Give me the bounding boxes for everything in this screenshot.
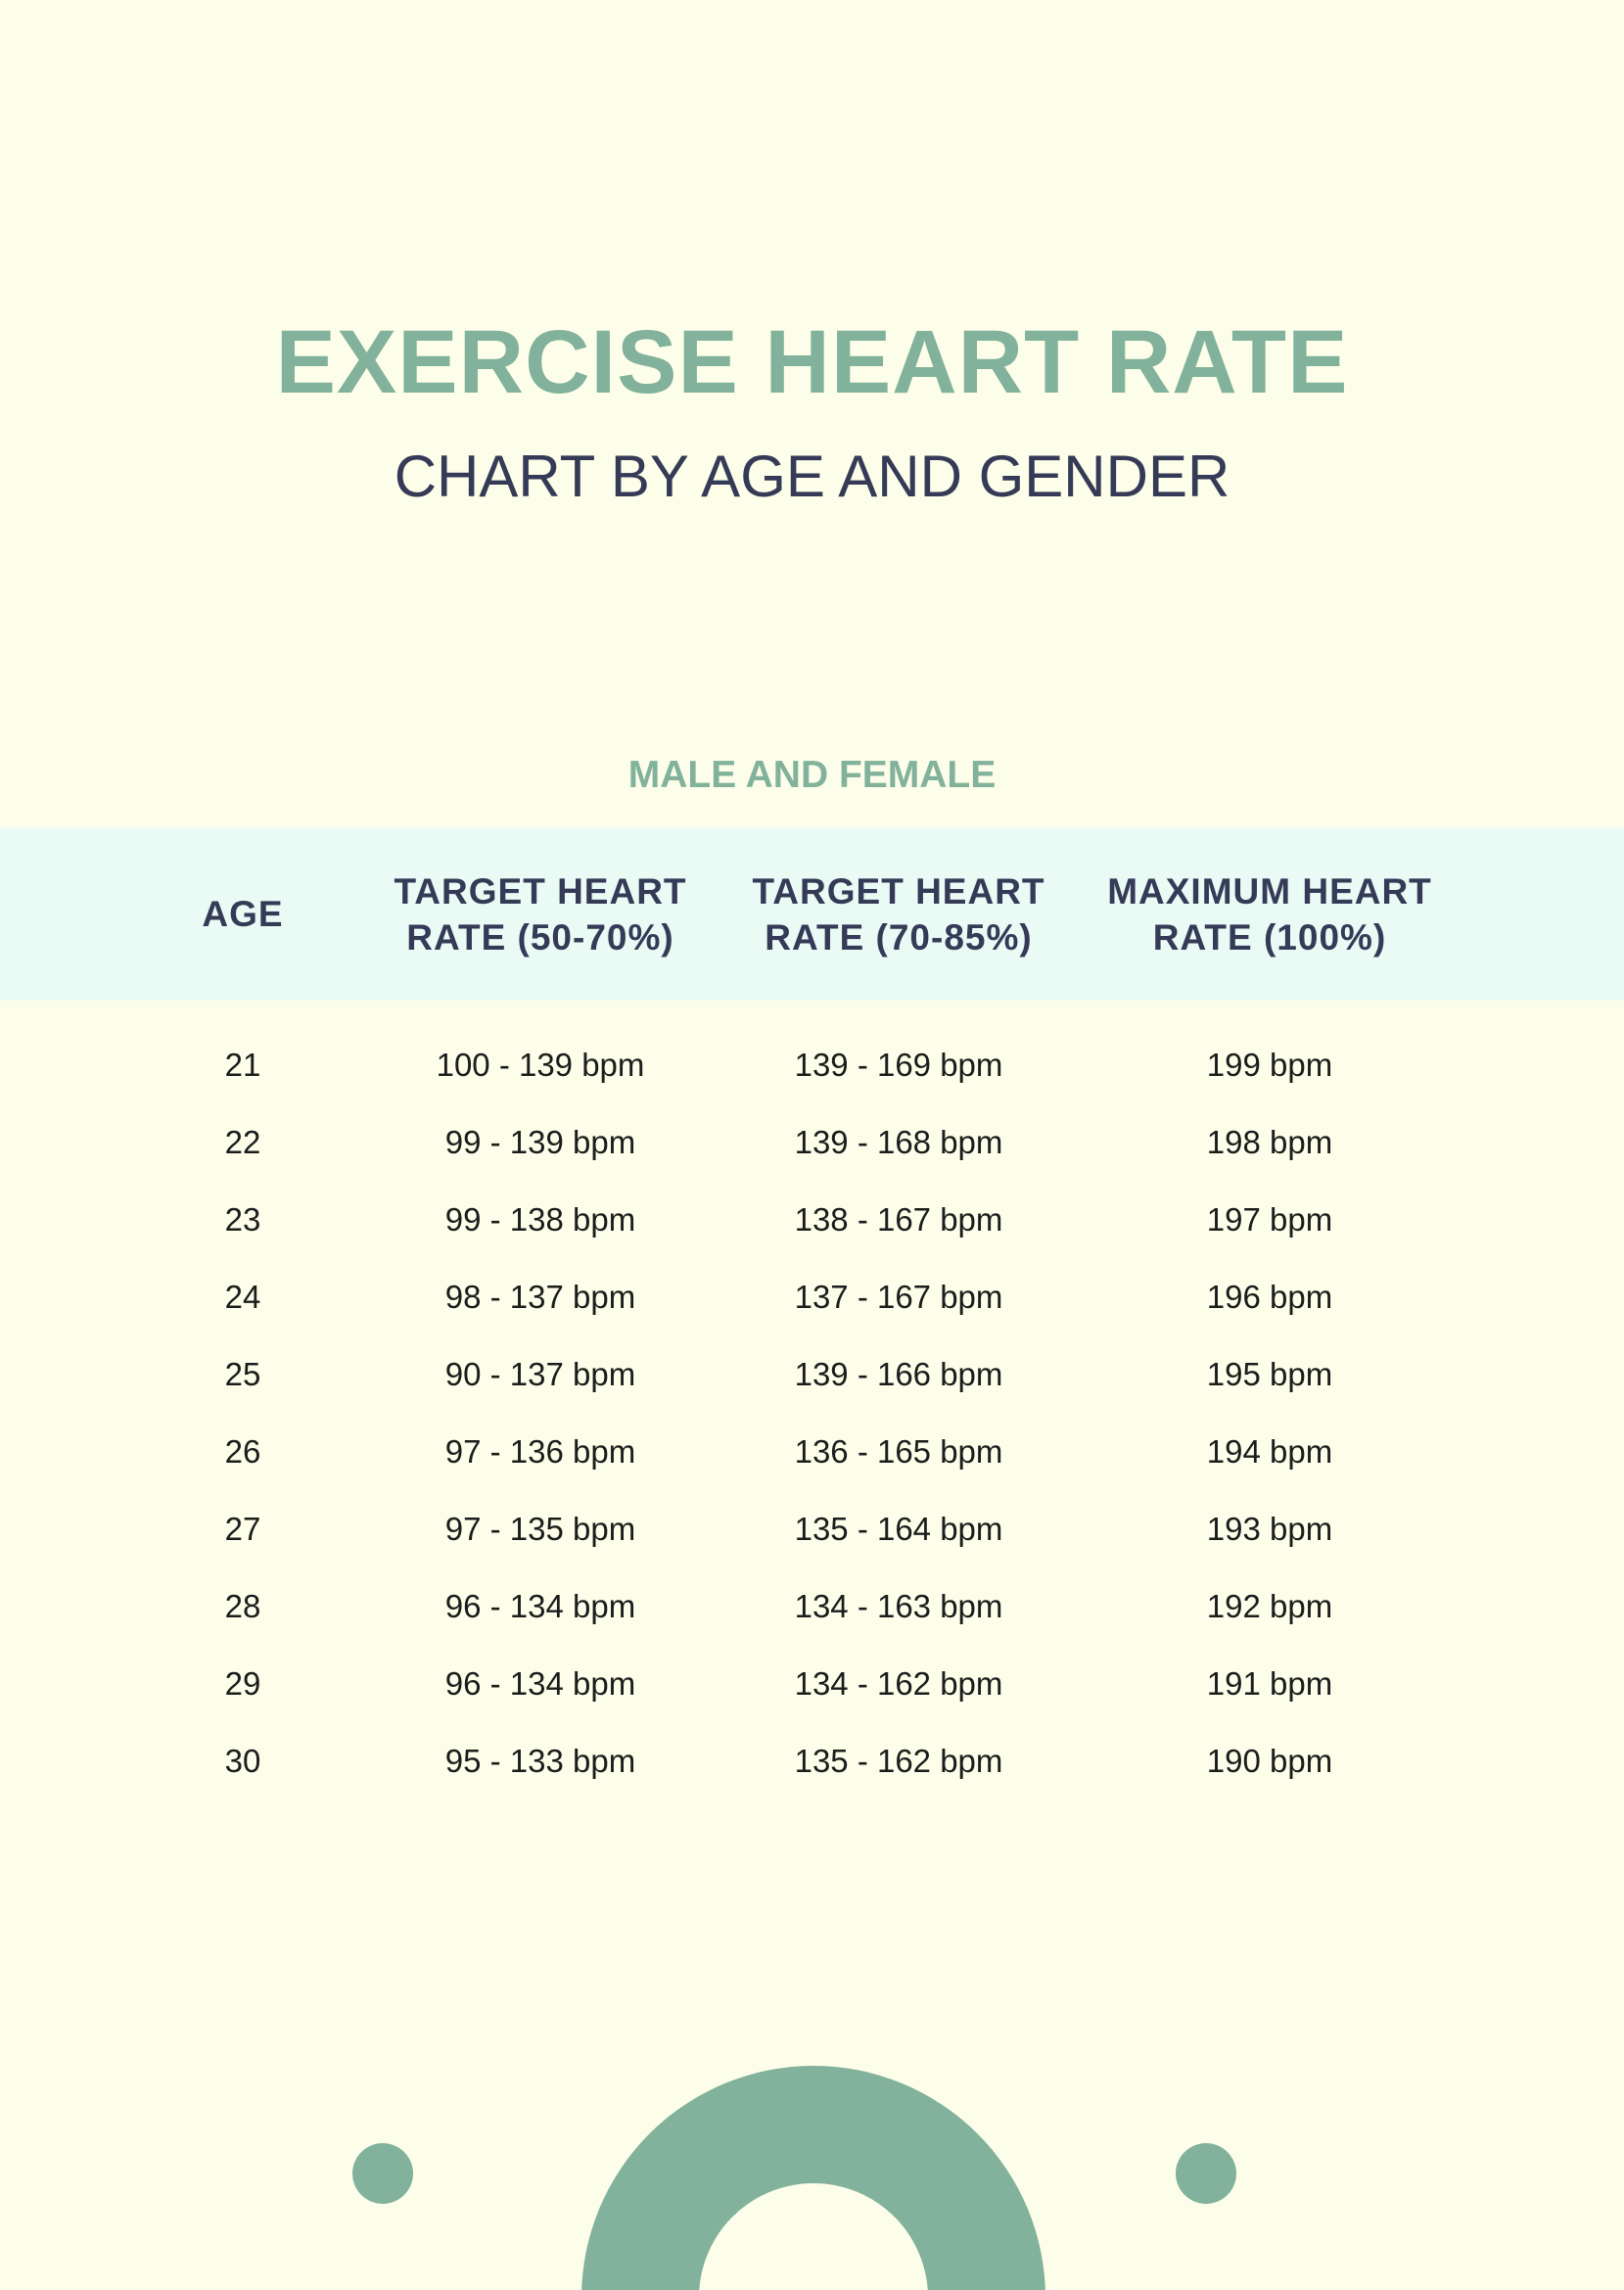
table-row: 24 98 - 137 bpm 137 - 167 bpm 196 bpm	[0, 1268, 1624, 1327]
right-dot-decoration	[1176, 2143, 1236, 2204]
maximum-cell: 190 bpm	[1206, 1743, 1333, 1779]
header-target-50-70: TARGET HEART RATE (50-70%)	[394, 870, 687, 958]
target-70-85-cell: 139 - 166 bpm	[794, 1356, 1003, 1392]
table-header: AGE TARGET HEART RATE (50-70%) TARGET HE…	[0, 827, 1624, 1001]
age-cell: 28	[224, 1588, 261, 1624]
target-50-70-cell: 97 - 135 bpm	[444, 1511, 636, 1547]
maximum-cell: 199 bpm	[1206, 1047, 1333, 1083]
maximum-cell: 196 bpm	[1206, 1279, 1333, 1315]
section-label: MALE AND FEMALE	[627, 754, 997, 796]
left-dot-decoration	[352, 2143, 413, 2204]
target-70-85-cell: 139 - 168 bpm	[794, 1124, 1003, 1160]
target-50-70-cell: 96 - 134 bpm	[444, 1665, 636, 1702]
target-70-85-cell: 135 - 164 bpm	[794, 1511, 1003, 1547]
target-50-70-cell: 99 - 139 bpm	[444, 1124, 636, 1160]
header-maximum: MAXIMUM HEART RATE (100%)	[1107, 870, 1432, 958]
maximum-cell: 194 bpm	[1206, 1433, 1333, 1470]
table-row: 27 97 - 135 bpm 135 - 164 bpm 193 bpm	[0, 1500, 1624, 1559]
target-70-85-cell: 134 - 162 bpm	[794, 1665, 1003, 1702]
target-50-70-cell: 99 - 138 bpm	[444, 1201, 636, 1238]
maximum-cell: 198 bpm	[1206, 1124, 1333, 1160]
target-70-85-cell: 136 - 165 bpm	[794, 1433, 1003, 1470]
maximum-cell: 192 bpm	[1206, 1588, 1333, 1624]
decoration	[352, 2066, 1236, 2290]
target-50-70-cell: 90 - 137 bpm	[444, 1356, 636, 1392]
maximum-cell: 193 bpm	[1206, 1511, 1333, 1547]
target-70-85-cell: 138 - 167 bpm	[794, 1201, 1003, 1238]
table-row: 21 100 - 139 bpm 139 - 169 bpm 199 bpm	[0, 1036, 1624, 1095]
target-50-70-cell: 98 - 137 bpm	[444, 1279, 636, 1315]
target-70-85-cell: 134 - 163 bpm	[794, 1588, 1003, 1624]
age-cell: 27	[224, 1511, 261, 1547]
target-70-85-cell: 135 - 162 bpm	[794, 1743, 1003, 1779]
table-row: 23 99 - 138 bpm 138 - 167 bpm 197 bpm	[0, 1191, 1624, 1249]
target-50-70-cell: 95 - 133 bpm	[444, 1743, 636, 1779]
maximum-cell: 191 bpm	[1206, 1665, 1333, 1702]
age-cell: 25	[224, 1356, 261, 1392]
age-cell: 21	[224, 1047, 261, 1083]
age-cell: 22	[224, 1124, 261, 1160]
maximum-cell: 197 bpm	[1206, 1201, 1333, 1238]
target-50-70-cell: 97 - 136 bpm	[444, 1433, 636, 1470]
target-70-85-cell: 137 - 167 bpm	[794, 1279, 1003, 1315]
age-cell: 23	[224, 1201, 261, 1238]
age-cell: 29	[224, 1665, 261, 1702]
target-50-70-cell: 96 - 134 bpm	[444, 1588, 636, 1624]
age-cell: 30	[224, 1743, 261, 1779]
maximum-cell: 195 bpm	[1206, 1356, 1333, 1392]
page-title: EXERCISE HEART RATE	[275, 312, 1349, 412]
age-cell: 26	[224, 1433, 261, 1470]
table-row: 29 96 - 134 bpm 134 - 162 bpm 191 bpm	[0, 1655, 1624, 1713]
table-row: 30 95 - 133 bpm 135 - 162 bpm 190 bpm	[0, 1732, 1624, 1791]
table-row: 26 97 - 136 bpm 136 - 165 bpm 194 bpm	[0, 1423, 1624, 1481]
table-row: 28 96 - 134 bpm 134 - 163 bpm 192 bpm	[0, 1577, 1624, 1636]
arch-decoration	[581, 2066, 1045, 2290]
table-row: 22 99 - 139 bpm 139 - 168 bpm 198 bpm	[0, 1113, 1624, 1172]
page-subtitle: CHART BY AGE AND GENDER	[394, 444, 1230, 509]
header-target-70-85: TARGET HEART RATE (70-85%)	[752, 870, 1045, 958]
target-70-85-cell: 139 - 169 bpm	[794, 1047, 1003, 1083]
age-cell: 24	[224, 1279, 261, 1315]
table-row: 25 90 - 137 bpm 139 - 166 bpm 195 bpm	[0, 1345, 1624, 1404]
header-age: AGE	[202, 894, 284, 934]
target-50-70-cell: 100 - 139 bpm	[436, 1047, 645, 1083]
